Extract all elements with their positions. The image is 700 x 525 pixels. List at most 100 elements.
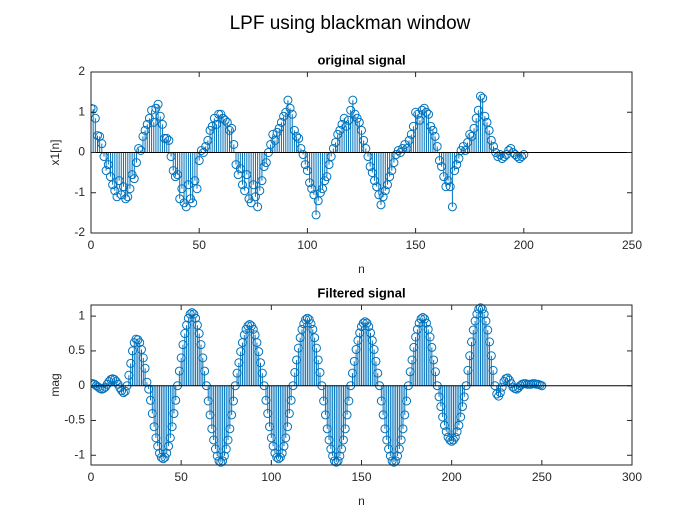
stem-marker <box>430 367 440 377</box>
stem-marker <box>169 409 179 419</box>
stem-marker <box>335 451 345 461</box>
stem-marker <box>322 172 332 182</box>
stem-marker <box>364 322 374 332</box>
stem-marker <box>310 333 320 343</box>
stem-marker <box>367 335 377 345</box>
stem-marker <box>250 192 260 202</box>
x-tick-label: 250 <box>622 238 642 252</box>
stem-marker <box>420 314 430 324</box>
axes: 0 50 100 150 200 250 300 -1 -0.5 0 0.5 1 Filtered si… <box>48 285 642 508</box>
stem-marker <box>456 412 466 422</box>
y-tick-label: -1 <box>74 185 85 199</box>
axes-title: Filtered signal <box>317 285 405 300</box>
stem-marker <box>91 103 96 113</box>
stem-marker <box>417 105 427 115</box>
y-tick-label: 2 <box>78 64 85 78</box>
stem-marker <box>97 139 107 149</box>
stem-marker <box>454 420 464 430</box>
stem-marker <box>354 117 364 127</box>
stem-marker <box>373 368 383 378</box>
stem-marker <box>167 422 177 432</box>
stem-marker <box>237 180 247 190</box>
figure-title: LPF using blackman window <box>230 13 471 34</box>
stem-marker <box>342 410 352 420</box>
stem-marker <box>223 435 233 445</box>
stem-marker <box>160 133 170 143</box>
stem-marker <box>478 93 488 103</box>
stem-marker <box>337 444 347 454</box>
stem-marker <box>153 99 163 109</box>
stem-marker <box>304 315 314 325</box>
stem-marker <box>283 422 293 432</box>
stem-marker <box>192 184 202 194</box>
stem-marker <box>452 160 462 170</box>
stem-marker <box>387 166 397 176</box>
stem-marker <box>192 320 202 330</box>
stem-marker <box>221 444 231 454</box>
stem-marker <box>189 309 199 319</box>
stem-marker <box>482 117 492 127</box>
stem-marker <box>454 154 464 164</box>
stem-marker <box>481 316 491 326</box>
stem-marker <box>224 125 234 135</box>
stem-marker <box>125 184 135 194</box>
stem-marker <box>225 424 235 434</box>
x-tick-label: 100 <box>297 238 317 252</box>
stem-marker <box>479 309 489 319</box>
stem-marker <box>142 377 152 387</box>
stem-marker <box>254 347 264 357</box>
stem-marker <box>318 184 328 194</box>
stem-marker <box>313 196 323 206</box>
stem-marker <box>480 111 490 121</box>
stem-marker <box>450 432 460 442</box>
stem-marker <box>357 125 366 135</box>
stem-marker <box>504 145 514 155</box>
stem-marker <box>138 353 148 363</box>
y-tick-label: 0 <box>78 145 85 159</box>
stem-marker <box>445 182 455 192</box>
stem-marker <box>140 363 150 373</box>
stem-marker <box>91 104 98 114</box>
stem-marker <box>519 150 529 160</box>
stem-marker <box>281 433 291 443</box>
stem-marker <box>252 338 262 348</box>
stem-marker <box>135 338 145 348</box>
stem-marker <box>483 325 493 335</box>
stem-marker <box>123 192 133 202</box>
y-tick-label: -0.5 <box>64 413 85 427</box>
stem-marker <box>279 441 289 451</box>
stem-marker <box>155 111 165 121</box>
stem-marker <box>400 410 410 420</box>
stem-marker <box>112 192 122 202</box>
stem-marker <box>359 135 369 145</box>
stem-marker <box>315 367 325 377</box>
stem-marker <box>256 358 266 368</box>
stem-marker <box>118 388 128 398</box>
stem-marker <box>292 131 302 141</box>
stem-marker <box>447 202 457 212</box>
stem-marker <box>285 103 295 113</box>
stem-marker <box>283 95 293 105</box>
stem-marker <box>120 386 130 396</box>
stem-marker <box>294 133 304 143</box>
y-tick-label: -2 <box>74 225 85 239</box>
stem-marker <box>476 91 486 101</box>
stem-marker <box>289 125 299 135</box>
stem-marker <box>136 345 146 355</box>
stem-marker <box>188 198 198 208</box>
x-tick-label: 250 <box>532 470 552 484</box>
stem-marker <box>311 343 321 353</box>
x-tick-label: 50 <box>174 470 188 484</box>
stem-marker <box>486 351 496 361</box>
x-tick-label: 200 <box>442 470 462 484</box>
stem-marker <box>430 131 440 141</box>
stem-marker <box>160 452 170 462</box>
stem-marker <box>284 409 294 419</box>
stem-marker <box>198 353 208 363</box>
x-tick-label: 100 <box>261 470 281 484</box>
stem-marker <box>229 139 239 149</box>
stem-marker <box>339 113 349 123</box>
x-axis-label: n <box>358 494 365 508</box>
stem-marker <box>394 444 404 454</box>
stem-marker <box>194 156 204 166</box>
